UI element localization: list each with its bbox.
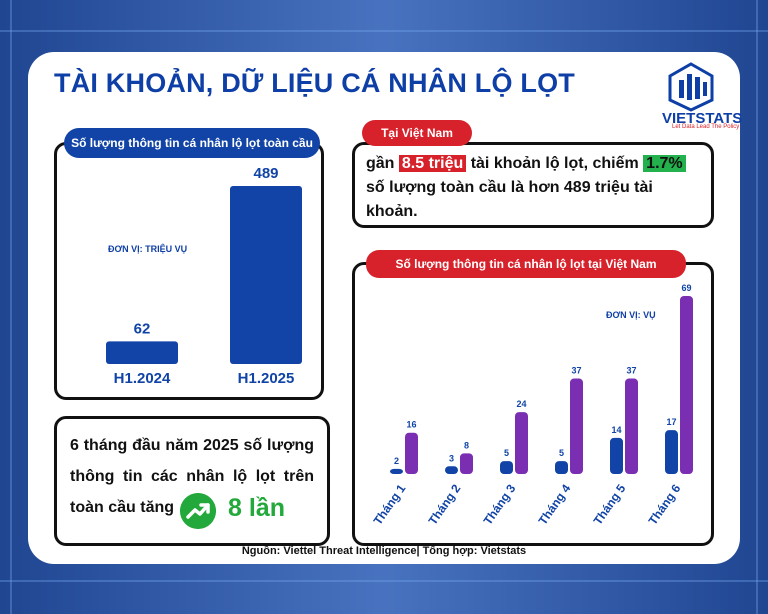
- x-tick-label: Tháng 2: [426, 481, 464, 527]
- data-label: 24: [516, 399, 526, 409]
- vn-info-text: gần 8.5 triệu tài khoản lộ lọt, chiếm 1.…: [366, 152, 696, 224]
- global-unit-label: ĐƠN VỊ: TRIỆU VỤ: [108, 244, 188, 254]
- bar-Tháng-5-s2: [625, 378, 638, 474]
- bg-line: [0, 30, 768, 32]
- bar-Tháng-3-s2: [515, 412, 528, 474]
- data-label: 5: [504, 448, 509, 458]
- x-tick-label: H1.2024: [114, 370, 171, 387]
- x-tick-label: Tháng 5: [591, 481, 629, 527]
- data-label: 37: [571, 366, 581, 376]
- data-label: 17: [666, 417, 676, 427]
- data-label: 489: [253, 165, 278, 182]
- bg-line: [0, 580, 768, 582]
- vn-unit-label: ĐƠN VỊ: VỤ: [606, 310, 656, 320]
- vn-text-part: gần: [366, 155, 399, 172]
- bar-H1.2024: [106, 341, 178, 364]
- data-label: 5: [559, 448, 564, 458]
- x-tick-label: Tháng 6: [646, 481, 684, 527]
- data-label: 37: [626, 366, 636, 376]
- bar-Tháng-6-s2: [680, 296, 693, 474]
- bar-Tháng-2-s2: [460, 453, 473, 474]
- vn-text-part: số lượng toàn cầu là hơn 489 triệu tài k…: [366, 179, 653, 220]
- x-tick-label: Tháng 1: [371, 481, 409, 527]
- vn-text-part: tài khoản lộ lọt, chiếm: [466, 155, 644, 172]
- data-label: 8: [464, 440, 469, 450]
- data-label: 69: [681, 283, 691, 293]
- bar-Tháng-1-s2: [405, 432, 418, 474]
- bar-Tháng-6-s1: [665, 430, 678, 474]
- logo-name: VIETSTATS: [662, 110, 743, 127]
- bg-line: [10, 0, 12, 614]
- data-label: 3: [449, 453, 454, 463]
- data-label: 2: [394, 456, 399, 466]
- x-tick-label: Tháng 4: [536, 481, 574, 527]
- vn-chart-heading: Số lượng thông tin cá nhân lộ lọt tại Vi…: [366, 250, 686, 278]
- data-label: 62: [134, 320, 151, 337]
- highlight-8-5-trieu: 8.5 triệu: [398, 155, 467, 172]
- bar-Tháng-4-s2: [570, 378, 583, 474]
- global-chart: 62 H1.2024 489 H1.2025: [106, 165, 302, 387]
- highlight-1-7-percent: 1.7%: [643, 155, 686, 172]
- bg-line: [756, 0, 758, 614]
- summary-text: 6 tháng đầu năm 2025 số lượng thông tin …: [70, 437, 314, 516]
- summary-value: 8 lần: [228, 494, 285, 522]
- trend-up-icon: [180, 493, 216, 529]
- data-label: 16: [406, 420, 416, 430]
- logo-tagline: Let Data Lead The Policy: [672, 124, 740, 130]
- logo-icon: [668, 62, 714, 112]
- data-label: 14: [611, 425, 621, 435]
- bar-H1.2025: [230, 186, 302, 364]
- page-title: TÀI KHOẢN, DỮ LIỆU CÁ NHÂN LỘ LỌT: [54, 68, 575, 98]
- vn-info-tag: Tại Việt Nam: [362, 120, 472, 146]
- bar-Tháng-3-s1: [500, 461, 513, 474]
- bar-Tháng-4-s1: [555, 461, 568, 474]
- bar-Tháng-5-s1: [610, 437, 623, 474]
- source-note: Nguồn: Viettel Threat Intelligence| Tổng…: [241, 545, 527, 557]
- bar-Tháng-1-s1: [390, 468, 403, 474]
- bar-Tháng-2-s1: [445, 466, 458, 474]
- x-tick-label: H1.2025: [238, 370, 295, 387]
- global-panel-heading: Số lượng thông tin cá nhân lộ lọt toàn c…: [64, 128, 320, 158]
- vn-chart: 2 16 Tháng 1 38 Tháng 2 5 24 Tháng 3 5 37 Tháng 4 1…: [371, 283, 693, 527]
- x-tick-label: Tháng 3: [481, 481, 519, 527]
